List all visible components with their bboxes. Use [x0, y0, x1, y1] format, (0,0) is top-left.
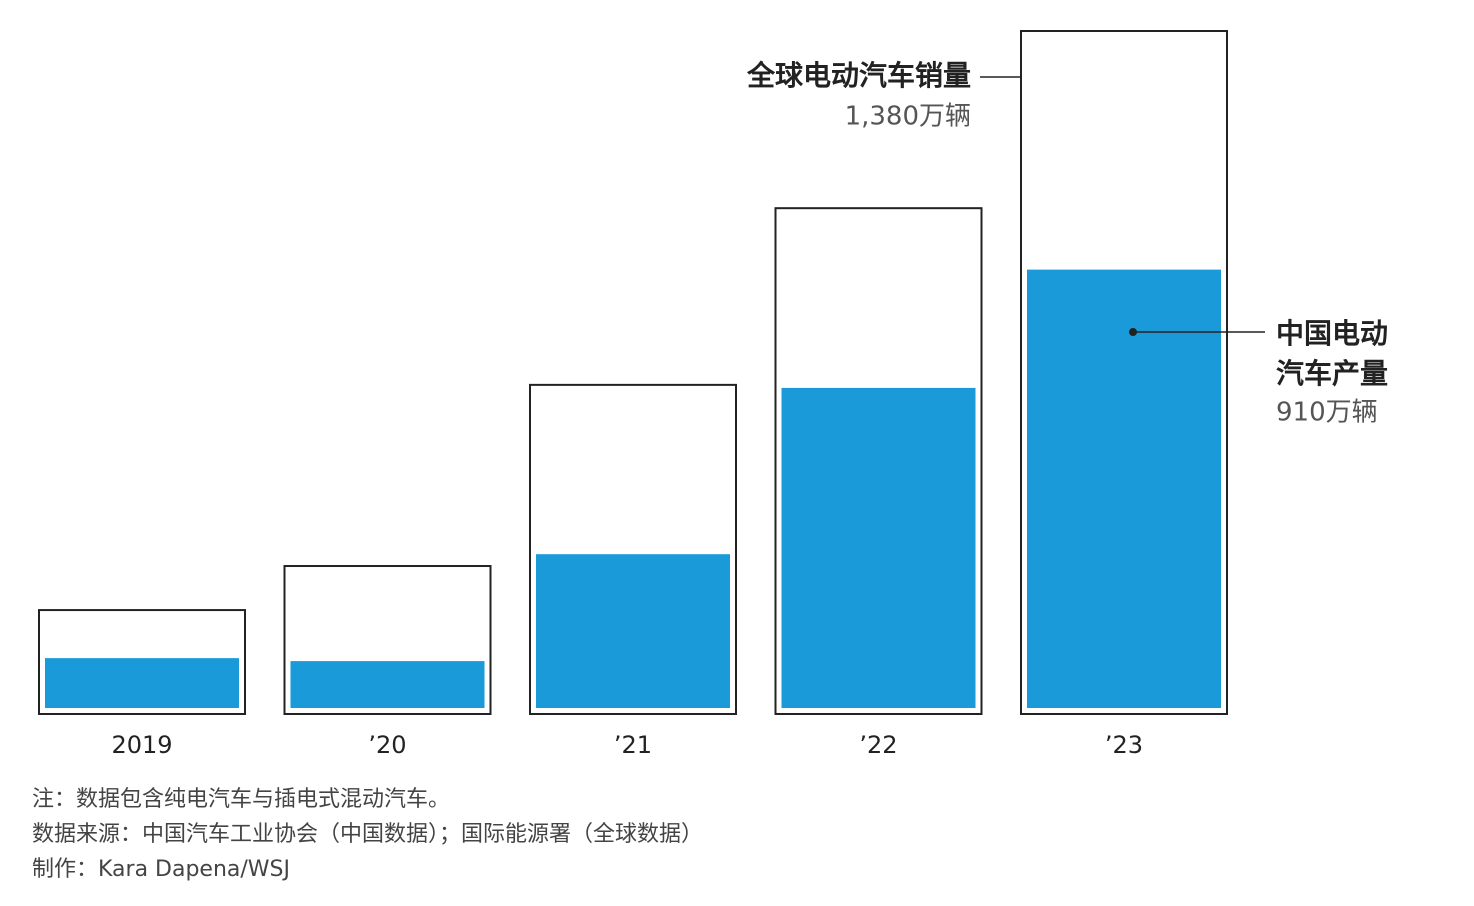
x-tick-label: ’22 — [859, 731, 897, 759]
footnote: 注：数据包含纯电汽车与插电式混动汽车。 — [32, 787, 450, 812]
legend-label: 中国电动汽车产量 — [1276, 317, 1389, 390]
bar — [290, 661, 485, 708]
bar — [781, 387, 976, 708]
value-label: 1,380万辆 — [845, 102, 971, 132]
bar — [536, 554, 730, 708]
bar — [45, 658, 239, 708]
x-tick-label: 2019 — [111, 731, 172, 759]
x-tick-label: ’20 — [368, 731, 406, 759]
bar — [1027, 269, 1221, 708]
x-tick-label: ’21 — [614, 731, 652, 759]
x-tick-label: ’23 — [1105, 731, 1143, 759]
legend-label: 全球电动汽车销量 — [746, 59, 971, 92]
value-label: 910万辆 — [1276, 398, 1378, 428]
footnote: 数据来源：中国汽车工业协会（中国数据）；国际能源署（全球数据） — [32, 822, 703, 847]
footnote: 制作：Kara Dapena/WSJ — [32, 857, 290, 882]
